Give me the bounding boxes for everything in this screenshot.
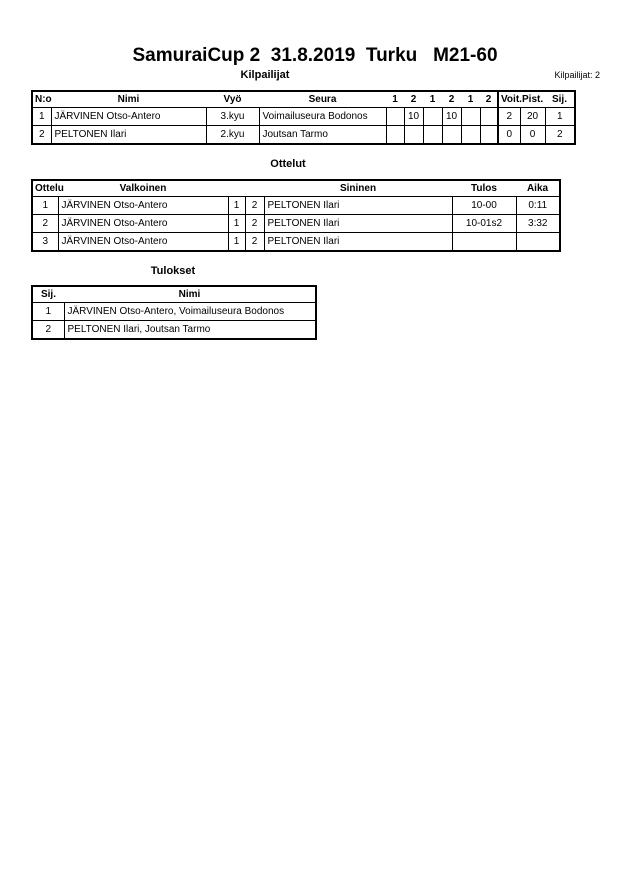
- table-cell: 2: [31, 320, 65, 340]
- column-header: 1: [386, 91, 404, 108]
- table-cell: 1: [31, 302, 65, 321]
- table-cell: [460, 107, 481, 126]
- table-cell: [441, 125, 462, 145]
- column-header: Sij.: [32, 286, 64, 303]
- table-cell: 1: [31, 196, 59, 215]
- table-cell: 2: [497, 107, 521, 126]
- matches-table: Ottelu Valkoinen Sininen Tulos Aika 1 JÄRVINEN…: [31, 179, 561, 252]
- competitors-heading: Kilpailijat: [240, 69, 290, 81]
- results-heading: Tulokset: [150, 265, 196, 277]
- column-header: Voit.: [497, 91, 522, 108]
- table-cell: 3: [31, 232, 59, 252]
- table-cell: 2: [31, 214, 59, 233]
- table-cell: 2: [244, 232, 265, 252]
- table-cell: 1: [31, 107, 52, 126]
- table-cell: 10-01s2: [451, 214, 517, 233]
- table-cell: 3.kyu: [205, 107, 260, 126]
- table-row: 2 PELTONEN Ilari 2.kyu Joutsan Tarmo 0 0 2: [31, 125, 576, 145]
- table-cell: 1: [544, 107, 576, 126]
- table-cell: PELTONEN Ilari: [263, 214, 453, 233]
- table-row: 3 JÄRVINEN Otso-Antero 1 2 PELTONEN Ilari: [31, 232, 561, 252]
- table-cell: 20: [519, 107, 546, 126]
- column-header: 1: [461, 91, 480, 108]
- table-cell: 2.kyu: [205, 125, 260, 145]
- table-cell: JÄRVINEN Otso-Antero, Voimailuseura Bodo…: [63, 302, 317, 321]
- table-row: 2 PELTONEN Ilari, Joutsan Tarmo: [31, 320, 317, 340]
- table-cell: 2: [31, 125, 52, 145]
- results-table: Sij. Nimi 1 JÄRVINEN Otso-Antero, Voimailus…: [31, 285, 317, 340]
- table-cell: PELTONEN Ilari, Joutsan Tarmo: [63, 320, 317, 340]
- table-cell: JÄRVINEN Otso-Antero: [57, 214, 229, 233]
- column-header: Pist.: [520, 91, 545, 108]
- table-cell: 2: [244, 214, 265, 233]
- table-row: 1 JÄRVINEN Otso-Antero 3.kyu Voimailuseura …: [31, 107, 576, 126]
- table-cell: 3:32: [515, 214, 561, 233]
- table-cell: [460, 125, 481, 145]
- table-cell: 0: [497, 125, 521, 145]
- column-header: 2: [404, 91, 423, 108]
- column-header: N:o: [32, 91, 52, 108]
- column-header: 2: [442, 91, 461, 108]
- column-header: Tulos: [452, 180, 516, 197]
- column-header: Sininen: [264, 180, 452, 197]
- column-header: [228, 180, 245, 197]
- table-cell: 1: [227, 232, 246, 252]
- column-header: Seura: [259, 91, 386, 108]
- table-cell: [422, 107, 443, 126]
- table-cell: [403, 125, 424, 145]
- column-header: Vyö: [206, 91, 259, 108]
- table-cell: 2: [244, 196, 265, 215]
- table-cell: PELTONEN Ilari: [50, 125, 207, 145]
- table-cell: [385, 107, 405, 126]
- table-cell: [451, 232, 517, 252]
- table-row: 2 JÄRVINEN Otso-Antero 1 2 PELTONEN Ilari 10-…: [31, 214, 561, 233]
- table-cell: 10: [441, 107, 462, 126]
- column-header: 1: [423, 91, 442, 108]
- matches-heading: Ottelut: [270, 158, 306, 170]
- column-header: Aika: [516, 180, 560, 197]
- column-header: Sij.: [545, 91, 575, 108]
- table-cell: [385, 125, 405, 145]
- header-row: Sij. Nimi: [32, 286, 316, 303]
- table-cell: Voimailuseura Bodonos: [258, 107, 387, 126]
- page-title: SamuraiCup 2 31.8.2019 Turku M21-60: [132, 45, 498, 66]
- competitors-table: N:o Nimi Vyö Seura 1 2 1 2 1 2 Voit. Pist. Sij. 1 JÄRV…: [31, 90, 576, 145]
- table-cell: 1: [227, 196, 246, 215]
- table-cell: PELTONEN Ilari: [263, 232, 453, 252]
- column-header: [245, 180, 264, 197]
- table-row: 1 JÄRVINEN Otso-Antero 1 2 PELTONEN Ilari 10-…: [31, 196, 561, 215]
- column-header: Ottelu: [32, 180, 64, 197]
- header-row: Ottelu Valkoinen Sininen Tulos Aika: [32, 180, 560, 197]
- column-header: Valkoinen: [58, 180, 228, 197]
- table-cell: PELTONEN Ilari: [263, 196, 453, 215]
- table-cell: [422, 125, 443, 145]
- table-cell: 10-00: [451, 196, 517, 215]
- competitor-count: Kilpailijat: 2: [554, 70, 600, 80]
- table-cell: JÄRVINEN Otso-Antero: [50, 107, 207, 126]
- header-row: N:o Nimi Vyö Seura 1 2 1 2 1 2 Voit. Pist. Sij.: [32, 91, 575, 108]
- table-cell: [479, 107, 499, 126]
- table-cell: [515, 232, 561, 252]
- table-cell: 0:11: [515, 196, 561, 215]
- column-header: Nimi: [51, 91, 206, 108]
- table-cell: [479, 125, 499, 145]
- table-cell: JÄRVINEN Otso-Antero: [57, 196, 229, 215]
- table-cell: 2: [544, 125, 576, 145]
- table-cell: JÄRVINEN Otso-Antero: [57, 232, 229, 252]
- column-header: 2: [480, 91, 498, 108]
- table-row: 1 JÄRVINEN Otso-Antero, Voimailuseura Bod…: [31, 302, 317, 321]
- column-header: Nimi: [64, 286, 316, 303]
- table-cell: 0: [519, 125, 546, 145]
- table-cell: 10: [403, 107, 424, 126]
- table-cell: 1: [227, 214, 246, 233]
- table-cell: Joutsan Tarmo: [258, 125, 387, 145]
